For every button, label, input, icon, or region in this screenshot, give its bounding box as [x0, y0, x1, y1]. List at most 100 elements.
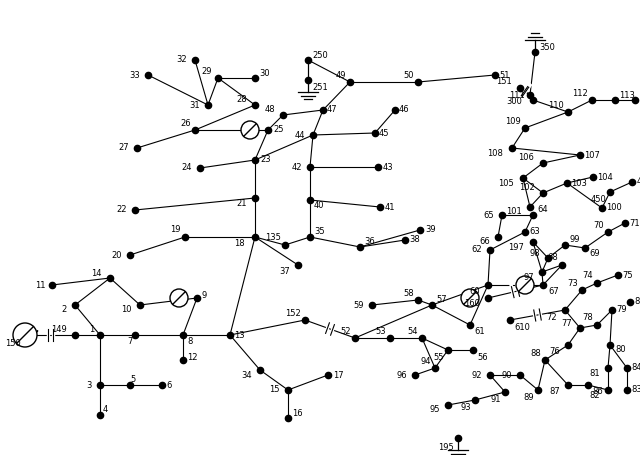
Text: 26: 26 [180, 118, 191, 127]
Text: 114: 114 [639, 96, 640, 105]
Text: 11: 11 [35, 280, 46, 289]
Text: 39: 39 [425, 226, 436, 234]
Text: 60: 60 [469, 288, 480, 297]
Text: 41: 41 [385, 202, 396, 212]
Text: 40: 40 [314, 201, 324, 209]
Text: 63: 63 [529, 228, 540, 237]
Text: 6: 6 [166, 380, 172, 389]
Text: 112: 112 [572, 89, 588, 97]
Text: 70: 70 [593, 221, 604, 229]
Text: 35: 35 [314, 228, 324, 237]
Text: 152: 152 [285, 308, 301, 318]
Text: 30: 30 [259, 69, 269, 77]
Text: 149: 149 [51, 324, 67, 334]
Text: 98: 98 [529, 248, 540, 258]
Text: 104: 104 [597, 172, 612, 182]
Text: 24: 24 [182, 163, 192, 172]
Text: 29: 29 [202, 66, 212, 76]
Text: 58: 58 [403, 288, 414, 298]
Text: 108: 108 [487, 148, 503, 157]
Text: 68: 68 [547, 253, 558, 263]
Text: 18: 18 [234, 239, 245, 248]
Text: 28: 28 [236, 95, 247, 103]
Text: 88: 88 [531, 349, 541, 358]
Circle shape [461, 289, 479, 307]
Text: 107: 107 [584, 151, 600, 160]
Text: 42: 42 [291, 162, 302, 172]
Text: 53: 53 [376, 327, 386, 335]
Text: 73: 73 [567, 278, 578, 288]
Text: 19: 19 [170, 226, 181, 234]
Text: 56: 56 [477, 353, 488, 362]
Text: 23: 23 [260, 156, 271, 165]
Circle shape [170, 289, 188, 307]
Text: 82: 82 [589, 391, 600, 400]
Text: 15: 15 [269, 385, 280, 394]
Text: 250: 250 [312, 51, 328, 60]
Text: 195: 195 [438, 444, 454, 453]
Text: 350: 350 [539, 42, 555, 51]
Text: 3: 3 [86, 380, 92, 389]
Text: 66: 66 [479, 238, 490, 247]
Circle shape [13, 323, 37, 347]
Text: 71: 71 [629, 218, 639, 228]
Text: 37: 37 [279, 268, 290, 277]
Text: 27: 27 [118, 143, 129, 152]
Text: 251: 251 [312, 82, 328, 91]
Text: 9: 9 [201, 292, 206, 300]
Text: 135: 135 [265, 233, 281, 243]
Text: 451: 451 [637, 177, 640, 187]
Text: 33: 33 [129, 71, 140, 80]
Text: 32: 32 [177, 56, 187, 65]
Text: 105: 105 [499, 178, 514, 187]
Text: 46: 46 [399, 106, 410, 115]
Text: 78: 78 [582, 313, 593, 323]
Text: 113: 113 [619, 91, 635, 100]
Text: 76: 76 [549, 347, 560, 355]
Text: 110: 110 [548, 101, 564, 110]
Text: 74: 74 [582, 272, 593, 280]
Text: 57: 57 [436, 295, 447, 304]
Text: 36: 36 [364, 238, 375, 247]
Text: 50: 50 [403, 71, 414, 80]
Text: 5: 5 [130, 375, 135, 384]
Text: 83: 83 [631, 385, 640, 394]
Text: 101: 101 [506, 207, 522, 217]
Text: 84: 84 [631, 364, 640, 373]
Text: 64: 64 [537, 206, 548, 214]
Text: 102: 102 [519, 183, 535, 192]
Text: 160: 160 [464, 299, 480, 308]
Text: 65: 65 [483, 211, 494, 219]
Text: 31: 31 [189, 101, 200, 110]
Text: 61: 61 [474, 328, 484, 337]
Text: 300: 300 [506, 97, 522, 106]
Text: 54: 54 [408, 327, 418, 335]
Text: 2: 2 [61, 304, 67, 313]
Text: 106: 106 [518, 153, 534, 162]
Text: 49: 49 [335, 71, 346, 80]
Text: 197: 197 [508, 243, 524, 252]
Text: 51: 51 [499, 71, 509, 80]
Text: 95: 95 [429, 405, 440, 415]
Text: 22: 22 [116, 206, 127, 214]
Text: 610: 610 [514, 323, 530, 332]
Text: 45: 45 [379, 128, 390, 137]
Text: 87: 87 [549, 386, 560, 395]
Text: 109: 109 [505, 116, 521, 126]
Text: 67: 67 [548, 288, 559, 297]
Text: 92: 92 [472, 370, 482, 379]
Text: 38: 38 [409, 236, 420, 244]
Text: 81: 81 [589, 369, 600, 379]
Text: 44: 44 [294, 131, 305, 140]
Text: 99: 99 [569, 236, 579, 244]
Text: 79: 79 [616, 305, 627, 314]
Text: 7: 7 [127, 338, 133, 347]
Text: 8: 8 [187, 337, 193, 345]
Text: 21: 21 [237, 198, 247, 207]
Text: 43: 43 [383, 162, 394, 172]
Text: 55: 55 [433, 354, 444, 363]
Text: 16: 16 [292, 410, 303, 419]
Text: 52: 52 [340, 327, 351, 335]
Text: 150: 150 [5, 339, 21, 348]
Text: 25: 25 [273, 126, 284, 135]
